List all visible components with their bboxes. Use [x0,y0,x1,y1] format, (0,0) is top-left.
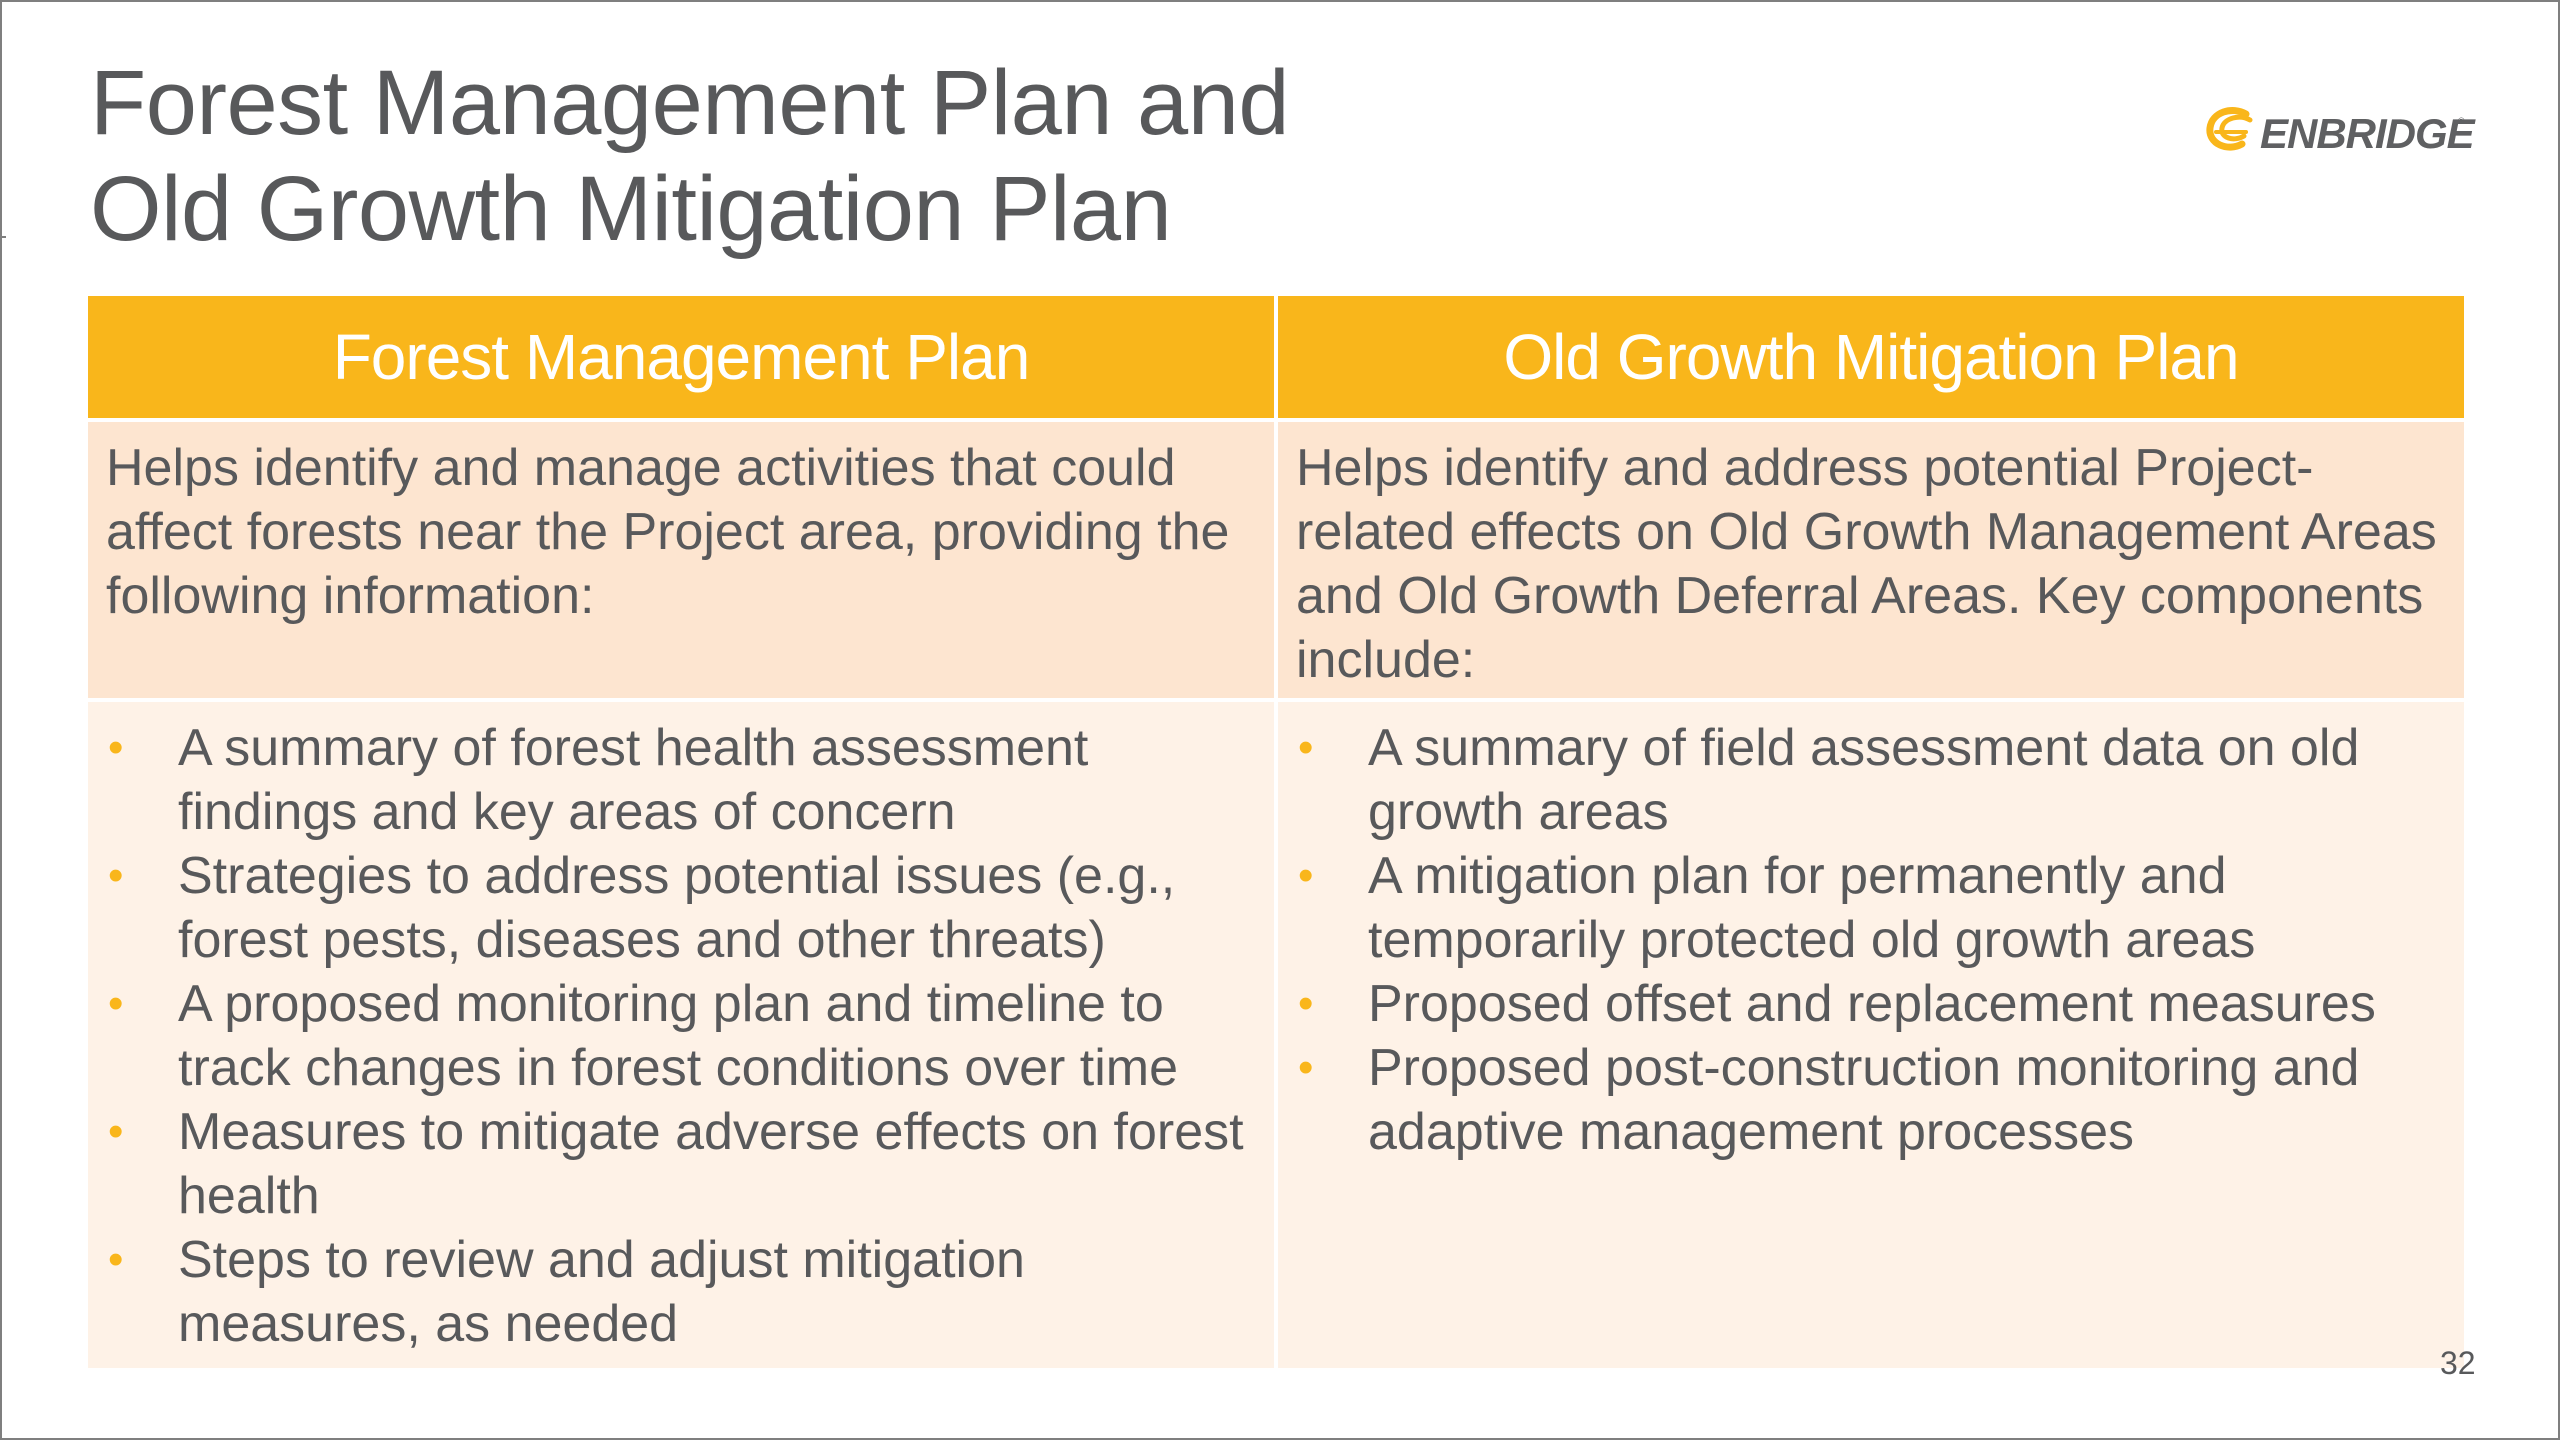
list-item-text: Proposed offset and replacement measures [1368,975,2376,1033]
bullet-icon: • [108,723,124,772]
bullet-cell-old-growth-mitigation: • A summary of field assessment data on o… [1278,702,2464,1368]
logo-wordmark: ENBRIDGE [2260,110,2475,157]
bullet-icon: • [1298,851,1314,900]
column-header-old-growth-mitigation: Old Growth Mitigation Plan [1278,296,2464,418]
slide-title-line-2: Old Growth Mitigation Plan [90,158,1172,260]
list-item: • A summary of forest health assessment f… [106,716,1256,844]
list-item-text: A mitigation plan for permanently and te… [1368,847,2256,969]
list-item: • A summary of field assessment data on o… [1296,716,2446,844]
list-item: • A mitigation plan for permanently and t… [1296,844,2446,972]
enbridge-logo: ENBRIDGE ® [2202,98,2475,168]
page-number: 32 [2440,1345,2476,1381]
intro-cell-forest-management: Helps identify and manage activities tha… [88,422,1274,698]
bullet-icon: • [108,1235,124,1284]
list-item: • Proposed post-construction monitoring a… [1296,1036,2446,1164]
list-item: • Steps to review and adjust mitigation m… [106,1228,1256,1356]
bullet-icon: • [1298,723,1314,772]
list-item-text: Strategies to address potential issues (… [178,847,1176,969]
list-item: • Strategies to address potential issues … [106,844,1256,972]
bullet-list-old-growth-mitigation: • A summary of field assessment data on o… [1296,716,2446,1164]
enbridge-swirl-icon [2206,107,2253,151]
slide-title: Forest Management Plan and Old Growth Mi… [90,50,1590,262]
intro-cell-old-growth-mitigation: Helps identify and address potential Pro… [1278,422,2464,698]
list-item-text: A summary of forest health assessment fi… [178,719,1089,841]
list-item-text: Steps to review and adjust mitigation me… [178,1231,1025,1353]
logo-registered-mark: ® [2458,116,2465,126]
edge-mark [2,236,6,238]
bullet-list-forest-management: • A summary of forest health assessment f… [106,716,1256,1356]
bullet-icon: • [108,979,124,1028]
bullet-icon: • [108,1107,124,1156]
list-item: • A proposed monitoring plan and timeline… [106,972,1256,1100]
bullet-cell-forest-management: • A summary of forest health assessment f… [88,702,1274,1368]
list-item-text: Proposed post-construction monitoring an… [1368,1039,2360,1161]
list-item-text: A summary of field assessment data on ol… [1368,719,2360,841]
list-item: • Proposed offset and replacement measure… [1296,972,2446,1036]
bullet-icon: • [1298,1043,1314,1092]
bullet-icon: • [108,851,124,900]
bullet-icon: • [1298,979,1314,1028]
slide-title-line-1: Forest Management Plan and [90,52,1290,154]
list-item: • Measures to mitigate adverse effects on… [106,1100,1256,1228]
comparison-table: Forest Management Plan Old Growth Mitiga… [88,296,2464,1368]
column-header-forest-management: Forest Management Plan [88,296,1274,418]
list-item-text: Measures to mitigate adverse effects on … [178,1103,1244,1225]
list-item-text: A proposed monitoring plan and timeline … [178,975,1179,1097]
